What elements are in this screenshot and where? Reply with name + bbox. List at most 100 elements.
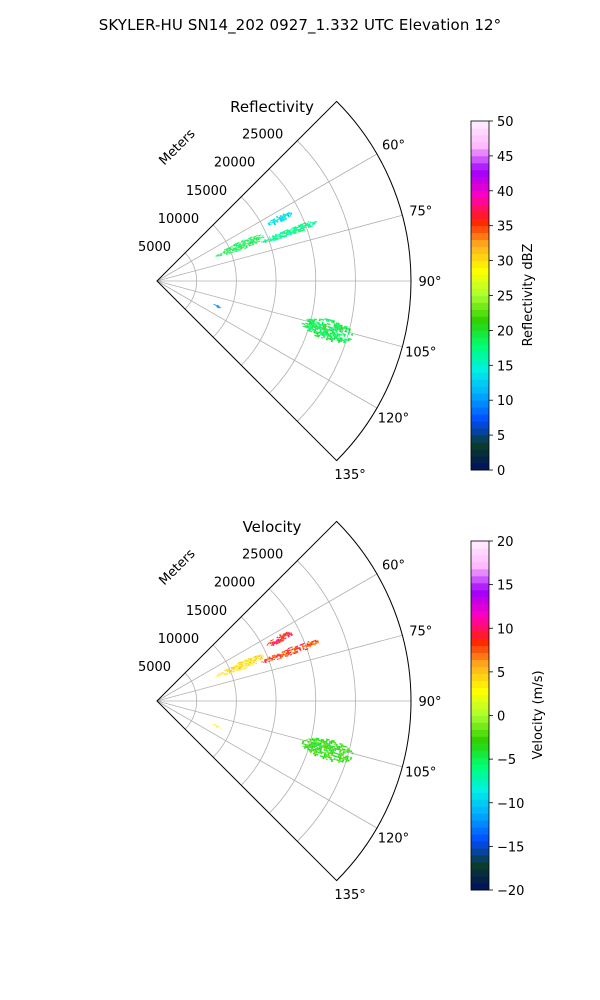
echo-cell: [265, 658, 268, 660]
colorbar-label: Reflectivity dBZ: [521, 244, 536, 347]
echo-cell: [286, 649, 289, 651]
echo-cell: [319, 755, 322, 757]
echo-cell: [316, 332, 319, 335]
echo-cell: [233, 244, 236, 246]
colorbar-segment: [471, 309, 489, 317]
echo-cell: [279, 218, 282, 221]
echo-cell: [218, 306, 221, 308]
colorbar-segment: [471, 848, 489, 856]
echo-cell: [306, 319, 309, 321]
colorbar-segment: [471, 582, 489, 591]
echo-cell: [271, 219, 274, 221]
echo-cell: [284, 649, 287, 652]
echo-cell: [277, 655, 280, 657]
echo-cell: [338, 753, 341, 756]
colorbar-segment: [471, 764, 489, 772]
echo-cell: [288, 632, 291, 635]
echo-cell: [274, 220, 277, 222]
echo-cell: [335, 323, 338, 326]
echo-cell: [345, 327, 348, 330]
azimuth-tick-label: 75°: [409, 204, 432, 219]
echo-cell: [311, 737, 314, 740]
echo-cell: [322, 319, 325, 321]
echo-cell: [350, 750, 353, 753]
echo-cell: [307, 327, 310, 329]
echo-cell: [238, 248, 241, 250]
echo-cell: [335, 755, 338, 758]
echo-cell: [226, 253, 228, 256]
echo-cell: [286, 213, 289, 216]
echo-cell: [344, 745, 347, 748]
echo-cell: [220, 254, 223, 256]
echo-cell: [255, 237, 258, 239]
colorbar-segment: [471, 351, 489, 359]
echo-cell: [281, 218, 284, 221]
echo-cell: [313, 750, 316, 753]
echo-cell: [245, 661, 248, 663]
echo-cell: [245, 665, 248, 667]
echo-cell: [332, 754, 335, 757]
echo-cell: [255, 241, 258, 244]
echo-region: [215, 234, 265, 257]
echo-cell: [217, 675, 220, 677]
echo-cell: [308, 330, 311, 332]
echo-cell: [328, 744, 331, 747]
echo-cell: [284, 654, 287, 657]
echo-cell: [275, 641, 278, 644]
echo-cell: [228, 671, 231, 673]
colorbar-tick-label: 15: [497, 579, 514, 594]
echo-cell: [232, 667, 235, 669]
echo-cell: [235, 245, 238, 247]
echo-cell: [330, 748, 333, 751]
echo-cell: [241, 666, 244, 668]
echo-cell: [242, 242, 245, 245]
echo-cell: [263, 659, 266, 661]
echo-cell: [313, 319, 316, 322]
echo-cell: [316, 325, 320, 328]
echo-cell: [329, 332, 332, 335]
echo-cell: [249, 242, 252, 244]
echo-cell: [282, 653, 285, 655]
echo-cell: [252, 660, 255, 662]
echo-cell: [227, 248, 230, 250]
echo-cell: [235, 669, 238, 671]
echo-cell: [271, 221, 274, 224]
echo-cell: [335, 745, 338, 747]
echo-cell: [281, 639, 284, 642]
echo-cell: [298, 648, 302, 650]
echo-cell: [285, 218, 288, 221]
echo-cell: [333, 336, 336, 339]
echo-region: [266, 631, 293, 647]
echo-cell: [252, 236, 255, 238]
echo-cell: [292, 230, 295, 233]
echo-cell: [321, 741, 324, 744]
echo-cell: [302, 642, 305, 645]
colorbar-segment: [471, 834, 489, 842]
echo-cell: [275, 655, 278, 658]
echo-cell: [281, 235, 284, 238]
echo-cell: [315, 318, 318, 321]
echo-cell: [295, 648, 298, 650]
echo-cell: [244, 659, 247, 661]
echo-cell: [305, 224, 308, 227]
echo-cell: [308, 224, 311, 227]
echo-cell: [287, 233, 290, 236]
echo-cell: [328, 743, 331, 746]
echo-cell: [270, 219, 273, 222]
echo-cell: [247, 657, 250, 660]
echo-cell: [235, 244, 238, 246]
echo-cell: [229, 248, 232, 250]
echo-cell: [287, 214, 290, 217]
echo-cell: [280, 234, 283, 237]
echo-cell: [231, 667, 233, 670]
echo-cell: [230, 669, 232, 671]
echo-cell: [244, 667, 247, 669]
range-tick-label: 5000: [138, 660, 171, 675]
echo-cell: [314, 326, 317, 329]
echo-cell: [324, 318, 327, 320]
echo-cell: [273, 222, 276, 225]
echo-cell: [314, 747, 317, 750]
echo-cell: [312, 323, 315, 325]
colorbar-tick-label: 5: [497, 666, 505, 681]
echo-cell: [287, 232, 290, 235]
